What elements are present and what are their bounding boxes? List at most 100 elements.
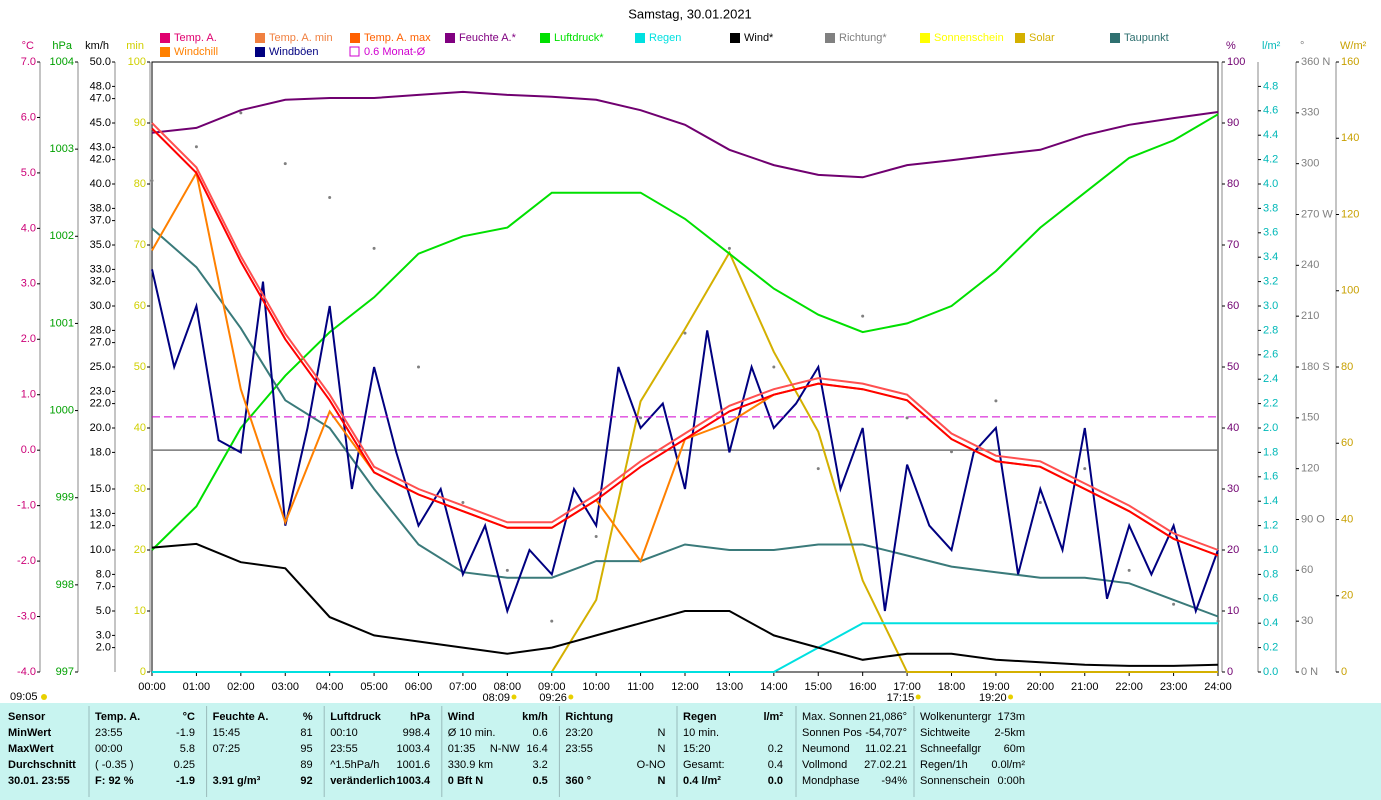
y-tick-label: 2.8 [1263,324,1278,336]
x-tick-label: 03:00 [271,681,299,693]
y-tick-label: 1.0 [21,389,36,401]
direction-dot [950,450,953,454]
cell-text: 5.8 [180,743,195,755]
cell-text: 10 min. [683,727,719,739]
cell-text: -1.9 [176,727,195,739]
legend-label: Solar [1029,32,1055,44]
direction-dot [417,365,420,369]
row-label: Durchschnitt [8,759,76,771]
y-tick-label: 120 [1341,208,1359,220]
y-tick-label: 90 [134,117,146,129]
y-axis-title: W/m² [1340,40,1367,52]
direction-dot [1083,467,1087,471]
cell-text: 0.25 [174,759,195,771]
y-tick-label: 1.4 [1263,495,1278,507]
cell-text: F: 92 % [95,775,134,787]
y-tick-label: 300 [1301,158,1319,170]
cell-text: 0.4 l/m² [683,775,721,787]
y-tick-label: 3.0 [21,278,36,290]
series-line [151,227,1219,618]
sun-event-label: 19:20 [979,692,1007,704]
x-tick-label: 11:00 [627,681,654,693]
y-tick-label: 80 [134,178,146,190]
cell-text: 0:00h [997,775,1025,787]
cell-text: 360 ° [565,775,591,787]
background [0,0,1381,703]
direction-dot [1038,501,1042,505]
direction-dot [727,246,731,250]
cell-text: 23:55 [565,743,593,755]
y-tick-label: 50 [134,361,146,373]
x-tick-label: 10:00 [582,681,610,693]
series-line [152,622,1218,673]
y-tick-label: 60 [134,300,146,312]
cell-text: -1.9 [176,775,195,787]
cell-text: 0.2 [768,743,783,755]
direction-dot [239,111,243,115]
cell-text: Mondphase [802,775,860,787]
cell-text: -54,707° [865,727,907,739]
y-tick-label: 4.2 [1263,154,1278,166]
stats-panel [0,703,1381,800]
cell-text: Sichtweite [920,727,970,739]
cell-text: 0 Bft N [448,775,484,787]
legend-swatch [635,33,645,43]
y-tick-label: 0 [140,666,146,678]
y-tick-label: 4.6 [1263,105,1278,117]
y-tick-label: 0.0 [1263,666,1278,678]
cell-text: 0.0l/m² [991,759,1025,771]
y-tick-label: 5.0 [21,167,36,179]
y-tick-label: 0 [1341,666,1347,678]
x-tick-label: 02:00 [227,681,255,693]
x-tick-label: 17:00 [893,681,921,693]
cell-text: 998.4 [403,727,431,739]
y-tick-label: 7.0 [21,56,36,68]
y-tick-label: 8.0 [96,568,111,580]
column-header: Temp. A. [95,711,140,723]
column-unit: hPa [410,711,431,723]
legend-label: Taupunkt [1124,32,1169,44]
cell-text: Schneefallgr [920,743,981,755]
y-tick-label: 0.4 [1263,617,1278,629]
y-tick-label: 1003 [50,143,74,155]
y-tick-label: 2.0 [21,333,36,345]
column-header: Regen [683,711,717,723]
y-axis-title: ° [1300,40,1304,52]
direction-dot [1216,619,1220,623]
cell-text: Sonnen Pos [802,727,862,739]
y-tick-label: 140 [1341,132,1359,144]
column-header: Feuchte A. [213,711,269,723]
x-tick-label: 06:00 [405,681,433,693]
y-tick-label: 90 [1227,117,1239,129]
day-label: 09:05 [10,691,38,703]
column-unit: % [303,711,313,723]
y-tick-label: 210 [1301,310,1319,322]
y-tick-label: 360 N [1301,56,1330,68]
sun-marker [915,694,921,700]
y-tick-label: 20 [1227,544,1239,556]
y-tick-label: 1002 [50,230,74,242]
sun-event-label: 09:26 [539,692,567,704]
cell-text: 81 [300,727,312,739]
cell-text: 27.02.21 [864,759,907,771]
y-axis-title: % [1226,40,1236,52]
direction-dot [505,568,509,572]
y-tick-label: 12.0 [90,520,111,532]
y-tick-label: 998 [56,579,74,591]
legend-swatch [1015,33,1025,43]
x-tick-label: 23:00 [1160,681,1188,693]
y-axis-title: hPa [52,40,72,52]
cell-text: Regen/1h [920,759,968,771]
y-tick-label: 40 [134,422,146,434]
y-tick-label: 270 W [1301,208,1333,220]
y-tick-label: 1000 [50,404,74,416]
legend-swatch [540,33,550,43]
cell-text: 07:25 [213,743,241,755]
y-tick-label: 45.0 [90,117,111,129]
y-tick-label: 38.0 [90,202,111,214]
legend-label: Temp. A. min [269,32,333,44]
series-line [151,90,1219,179]
y-tick-label: 60 [1341,437,1353,449]
sun-icon [41,694,47,700]
y-tick-label: 0.6 [1263,593,1278,605]
